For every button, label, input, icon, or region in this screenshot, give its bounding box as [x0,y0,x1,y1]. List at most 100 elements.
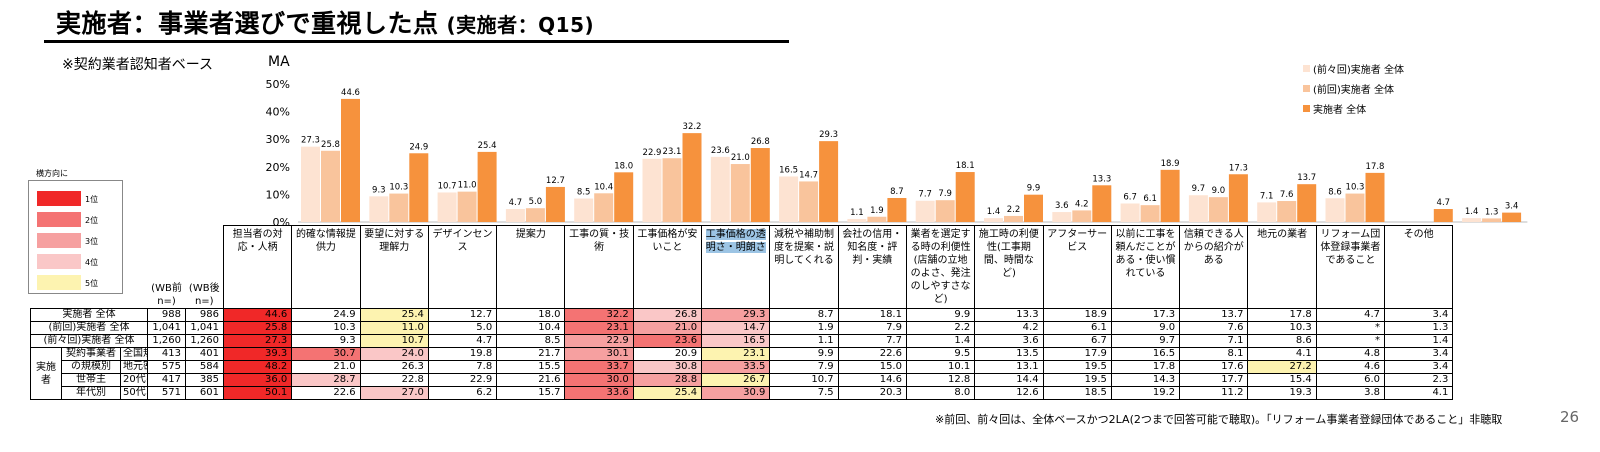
bar [574,198,594,222]
value-cell: 48.2 [222,360,293,374]
n-after-value: 1,260 [185,334,224,348]
n-after-value: 601 [185,386,224,400]
bar [1482,218,1502,222]
value-cell: 18.9 [1042,308,1112,322]
data-label: 25.8 [321,140,340,150]
value-cell: 14.4 [974,373,1044,387]
value-cell: 1.1 [769,334,839,348]
value-cell: 15.5 [496,360,566,374]
value-cell: 17.8 [1247,308,1317,322]
value-cell: 9.0 [1110,321,1181,335]
table-row: 実施者 全体 988 986 44.6 24.9 25.4 12.7 18.0 32.2 26.8… [30,308,1454,322]
value-cell: 3.4 [1384,347,1454,361]
page-title: 実施者：事業者選びで重視した点 (実施者：Q15) [56,4,594,40]
bar [915,200,935,222]
data-label: 18.9 [1161,159,1180,169]
data-label: 26.8 [751,137,770,147]
value-cell: 30.9 [701,386,771,400]
sub-label-cell: 年代別50代以上 [61,386,148,400]
value-cell: 28.7 [291,373,361,387]
value-cell: 30.7 [291,347,361,361]
value-cell: 21.6 [496,373,566,387]
row-label: 全国規模の企業 [123,348,147,360]
value-cell: 22.6 [291,386,361,400]
value-cell: 8.5 [496,334,566,348]
y-tick-label: 30% [266,133,290,146]
data-label: 23.6 [711,146,730,156]
value-cell: 11.2 [1179,386,1249,400]
category-header: 業者を選定する時の利便性(店舗の立地のよさ、発注のしやすさなど) [905,225,976,309]
bar [437,192,457,222]
rank-swatch-4 [37,254,81,269]
data-label: 4.2 [1075,199,1089,209]
data-label: 12.7 [546,176,565,186]
n-after-value: 385 [185,373,224,387]
category-header: 工事価格が安いこと [632,225,703,309]
data-label: 14.7 [799,170,818,180]
category-header: アフターサービス [1042,225,1112,309]
category-header: その他 [1384,225,1454,309]
value-cell: 7.9 [837,321,907,335]
row-label: 実施者 全体 [30,308,148,322]
table-row: (前々回)実施者 全体 1,260 1,260 27.3 9.3 10.7 4.7 8.5 22… [30,334,1454,348]
data-label: 9.0 [1212,186,1226,196]
sub-group-label: 世帯主 [63,374,121,386]
data-label: 24.9 [409,142,428,152]
row-label: 地元密着の企業 [123,361,147,373]
y-tick-label: 40% [266,106,290,119]
data-label: 7.6 [1280,190,1294,200]
value-cell: 27.3 [222,334,293,348]
footnote: ※前回、前々回は、全体ベースかつ2LA(2つまで回答可能で聴取)。「リフォーム事… [935,413,1503,426]
sub-group-label: 年代別 [63,387,121,399]
value-cell: 8.0 [905,386,976,400]
value-cell: 27.2 [1247,360,1317,374]
rank-label-4: 4位 [85,258,99,267]
value-cell: 9.9 [769,347,839,361]
value-cell: 7.9 [769,360,839,374]
value-cell: 23.6 [632,334,703,348]
category-header: 的確な情報提供力 [291,225,361,309]
value-cell: 14.3 [1110,373,1181,387]
value-cell: 39.3 [222,347,293,361]
bar [819,141,839,222]
n-before-value: 413 [147,347,186,361]
value-cell: 33.6 [564,386,634,400]
legend-swatch [1303,84,1310,92]
value-cell: 19.8 [427,347,498,361]
sub-label-cell: の規模別地元密着の企業 [61,360,148,374]
category-header: 要望に対する理解力 [359,225,429,309]
value-cell: 13.1 [974,360,1044,374]
bar [935,200,955,222]
value-cell: 24.9 [291,308,361,322]
bar [321,150,340,222]
data-label: 7.9 [938,189,952,199]
data-label: 10.3 [1346,183,1365,193]
value-cell: 6.0 [1315,373,1386,387]
bar [887,197,907,222]
data-label: 21.0 [731,153,750,163]
data-label: 13.3 [1092,174,1111,184]
value-cell: 22.6 [837,347,907,361]
category-header: 工事の質・技術 [564,225,634,309]
n-after-value: 584 [185,360,224,374]
value-cell: 7.1 [1179,334,1249,348]
legend-label: 実施者 全体 [1313,104,1367,116]
value-cell: 32.2 [564,308,634,322]
value-cell: 12.7 [427,308,498,322]
bar [1462,218,1482,222]
data-label: 1.4 [1465,207,1479,217]
legend-label: (前々回)実施者 全体 [1313,64,1404,76]
table-row: 年代別50代以上57160150.122.627.06.215.733.625.… [31,386,1454,400]
rank-label-3: 3位 [85,237,99,246]
value-cell: 28.8 [632,373,703,387]
n-before-value: 575 [147,360,186,374]
data-label: 4.7 [509,198,523,208]
value-cell: 22.9 [564,334,634,348]
legend-item-prev: (前回)実施者 全体 [1303,78,1404,98]
legend-item-current: 実施者 全体 [1303,98,1404,118]
value-cell: 1.9 [769,321,839,335]
value-cell: 16.5 [701,334,771,348]
value-cell: 25.4 [359,308,429,322]
category-header: 信頼できる人からの紹介がある [1179,225,1249,309]
data-label: 6.7 [1123,193,1137,203]
